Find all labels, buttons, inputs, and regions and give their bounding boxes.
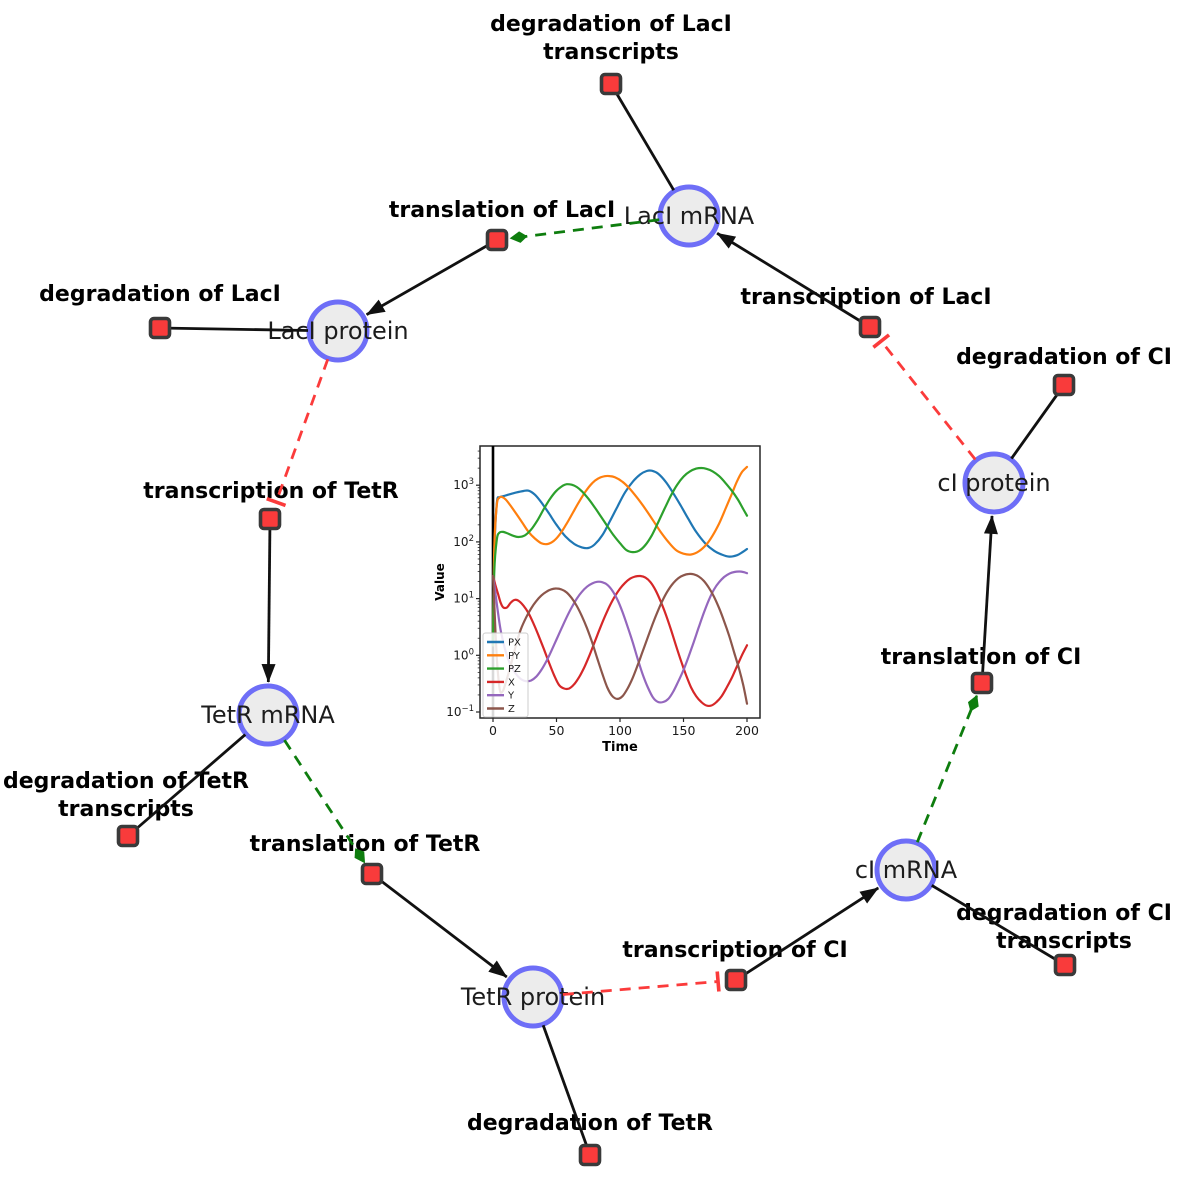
chart-y-tick: 10−1 [446, 704, 474, 719]
edge-ci-protein-to-transcription-laci [872, 333, 977, 461]
edge-laci-protein-to-transcription-tetr [266, 358, 330, 508]
edge-tetr-mrna-to-translation-tetr [283, 739, 366, 864]
edge-tetr-protein-to-deg-tetr [541, 1024, 592, 1156]
chart-legend: PX PY PZ XYZ [482, 632, 529, 718]
species-node-ci-protein[interactable] [962, 451, 1026, 515]
edge-ci-mrna-to-deg-ci-transcripts [931, 884, 1066, 967]
reaction-label-translation-laci: translation of LacI [389, 198, 615, 223]
reaction-node-deg-laci-transcripts[interactable] [599, 72, 623, 96]
chart-xlabel: Time [602, 740, 638, 755]
reaction-node-deg-ci[interactable] [1052, 373, 1076, 397]
species-label-laci-mrna: LacI mRNA [624, 202, 755, 230]
chart-x-tick: 0 [489, 723, 497, 738]
reaction-label-deg-laci-transcripts: degradation of LacI transcripts [490, 12, 732, 65]
reaction-nodes-layer [116, 72, 1077, 1167]
edge-translation-ci-to-ci-protein [980, 515, 998, 684]
chart-x-tick: 50 [549, 723, 565, 738]
reaction-label-deg-laci: degradation of LacI [39, 282, 281, 307]
chart-x-tick: 100 [608, 723, 632, 738]
reaction-node-deg-laci[interactable] [148, 316, 172, 340]
edge-translation-tetr-to-tetr-protein [371, 872, 508, 979]
chart-x-tick: 200 [735, 723, 759, 738]
edge-ci-mrna-to-translation-ci [915, 694, 979, 843]
species-label-tetr-mrna: TetR mRNA [200, 701, 335, 729]
reaction-label-deg-ci: degradation of CI [956, 345, 1172, 370]
edge-ci-protein-to-deg-ci [1010, 384, 1066, 460]
edge-tetr-mrna-to-deg-tetr-transcripts [127, 733, 247, 838]
reaction-node-deg-tetr-transcripts[interactable] [116, 824, 140, 848]
chart-y-tick: 103 [453, 477, 474, 492]
edge-transcription-laci-to-laci-mrna [716, 232, 871, 329]
edge-laci-mrna-to-translation-laci [509, 218, 660, 243]
inset-chart: 0 50 100 150 20010−1100101102103TimeValuePXP… [430, 432, 778, 764]
chart-legend-label-X: X [508, 677, 515, 688]
edge-transcription-tetr-to-tetr-mrna [261, 518, 276, 683]
reaction-node-transcription-laci[interactable] [858, 315, 882, 339]
species-label-tetr-protein: TetR protein [460, 983, 605, 1011]
reaction-label-translation-tetr: translation of TetR [250, 832, 481, 857]
chart-series-X [491, 574, 749, 708]
chart-ylabel: Value [433, 563, 447, 601]
chart-x-tick: 150 [672, 723, 696, 738]
reaction-label-deg-ci-transcripts: degradation of CI transcripts [956, 901, 1172, 954]
species-node-ci-mrna[interactable] [874, 838, 938, 902]
reaction-node-deg-tetr[interactable] [578, 1143, 602, 1167]
chart-legend-label-PX: PX [508, 638, 521, 649]
edge-laci-protein-to-deg-laci [159, 326, 309, 332]
reaction-node-translation-ci[interactable] [970, 671, 994, 695]
reaction-label-transcription-ci: transcription of CI [622, 938, 847, 963]
chart-legend-label-Z: Z [508, 704, 515, 715]
reaction-node-deg-ci-transcripts[interactable] [1053, 953, 1077, 977]
reaction-label-translation-ci: translation of CI [881, 645, 1082, 670]
reaction-label-transcription-laci: transcription of LacI [740, 285, 991, 310]
reaction-node-transcription-ci[interactable] [724, 968, 748, 992]
reaction-label-deg-tetr: degradation of TetR [467, 1111, 713, 1136]
chart-series-PX [491, 469, 749, 647]
edge-laci-mrna-to-deg-laci-transcripts [609, 83, 675, 191]
species-label-ci-protein: cI protein [937, 469, 1050, 497]
reaction-node-translation-tetr[interactable] [360, 862, 384, 886]
chart-series-PY [491, 465, 749, 647]
chart-y-tick: 100 [453, 647, 474, 662]
chart-y-tick: 102 [453, 534, 474, 549]
edge-transcription-ci-to-ci-mrna [735, 886, 880, 982]
chart-legend-label-PZ: PZ [508, 664, 521, 675]
species-node-tetr-mrna[interactable] [236, 683, 300, 747]
reaction-label-transcription-tetr: transcription of TetR [143, 479, 399, 504]
edge-tetr-protein-to-transcription-ci [562, 971, 721, 996]
chart-series-PZ [491, 466, 749, 647]
edge-translation-laci-to-laci-protein [365, 238, 498, 316]
species-node-laci-protein[interactable] [306, 299, 370, 363]
reaction-node-transcription-tetr[interactable] [258, 507, 282, 531]
species-nodes-layer [236, 184, 1026, 1029]
reaction-label-deg-tetr-transcripts: degradation of TetR transcripts [3, 769, 249, 822]
chart-legend-label-PY: PY [508, 651, 521, 662]
chart-legend-label-Y: Y [507, 691, 515, 702]
chart-y-tick: 101 [453, 591, 474, 606]
species-label-ci-mrna: cI mRNA [855, 856, 958, 884]
species-node-laci-mrna[interactable] [657, 184, 721, 248]
reaction-node-translation-laci[interactable] [485, 228, 509, 252]
species-node-tetr-protein[interactable] [501, 965, 565, 1029]
edges-layer [127, 83, 1066, 1156]
